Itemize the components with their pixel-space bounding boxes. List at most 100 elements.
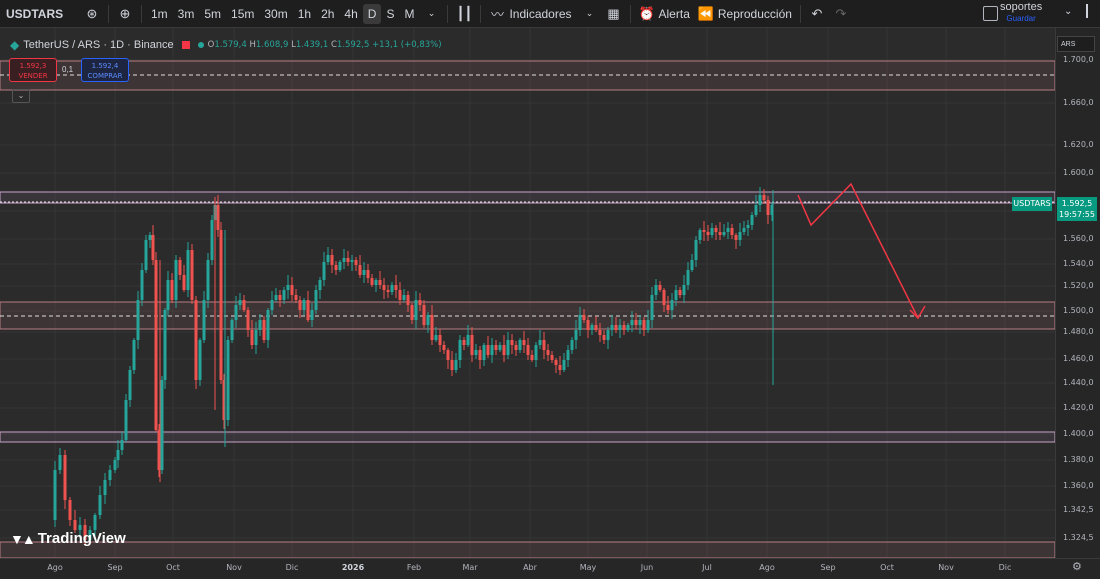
divider (480, 4, 482, 23)
replay-button[interactable]: ⏪ Reproducción (694, 0, 796, 27)
candle-body (670, 300, 674, 310)
timeframe-M[interactable]: M (404, 6, 415, 21)
candle-body (53, 470, 57, 520)
candle-body (274, 295, 278, 300)
rewind-icon: ⏪ (697, 5, 715, 21)
candle-body (370, 278, 374, 285)
buy-button[interactable]: 1.592,4 COMPRAR (81, 58, 129, 82)
candle-body (558, 365, 562, 370)
candle-body (314, 290, 318, 310)
timeframe-2h[interactable]: 2h (321, 6, 335, 21)
candle-body (666, 305, 670, 310)
candle-body (586, 320, 590, 330)
candle-body (250, 330, 254, 345)
candle-body (570, 340, 574, 350)
projection-line (797, 182, 919, 319)
candle-body (506, 340, 510, 355)
candle-body (430, 315, 434, 340)
candle-body (282, 290, 286, 300)
timeframe-S[interactable]: S (386, 6, 395, 21)
timeframe-1h[interactable]: 1h (297, 6, 312, 21)
price-tick-label: 1.480,0 (1063, 327, 1094, 336)
candle-body (198, 340, 202, 380)
chart-type-icon[interactable]: ┃┃ (456, 5, 473, 21)
add-symbol-icon[interactable]: ⊕ (119, 5, 131, 21)
current-price-tag: 1.592,5 19:57:55 (1057, 197, 1097, 221)
tradingview-logo[interactable]: ▼▲ TradingView (10, 530, 126, 547)
timeframe-4h[interactable]: 4h (344, 6, 358, 21)
candle-body (494, 345, 498, 350)
candle-body (402, 295, 406, 300)
collapse-legend-icon[interactable]: ⌄ (12, 89, 30, 103)
alert-button[interactable]: ⏰ Alerta (635, 0, 694, 27)
layout-dropdown-icon[interactable]: ⌄ (1064, 6, 1073, 17)
candle-body (202, 300, 206, 340)
candle-body (346, 258, 350, 262)
time-scale[interactable]: Ago Sep Oct Nov Dic 2026 Feb Mar Abr May Jun Jul Ago… (0, 558, 1100, 579)
candle-body (434, 335, 438, 340)
candle-body (422, 305, 426, 325)
time-tick-label: Sep (107, 563, 123, 572)
candle-body (690, 260, 694, 270)
time-tick-label: Nov (938, 563, 954, 572)
symbol-name: USDTARS (6, 6, 64, 21)
layout-checkbox[interactable] (983, 6, 998, 21)
candle-body (474, 350, 478, 355)
candle-body (614, 325, 618, 330)
current-price: 1.592,5 (1061, 199, 1093, 208)
price-tick-label: 1.540,0 (1063, 259, 1094, 268)
compare-icon[interactable]: ⊛ (86, 5, 98, 21)
price-tick-label: 1.420,0 (1063, 403, 1094, 412)
candle-body (566, 350, 570, 360)
templates-icon[interactable]: ▦ (607, 5, 620, 21)
candle-body (686, 270, 690, 285)
timeframe-5m[interactable]: 5m (204, 6, 222, 21)
menu-icon[interactable] (1086, 4, 1090, 18)
candle-body (414, 300, 418, 320)
chart-canvas[interactable] (0, 28, 1055, 558)
currency-selector[interactable]: ARS (1057, 36, 1095, 52)
candle-body (458, 340, 462, 360)
candle-body (390, 285, 394, 292)
indicators-button[interactable]: 〰 Indicadores ⌄ (485, 0, 601, 27)
candle-body (706, 232, 710, 235)
timeframe-1m[interactable]: 1m (151, 6, 168, 21)
candle-body (154, 260, 158, 430)
timeframe-15m[interactable]: 15m (231, 6, 255, 21)
candle-body (766, 200, 770, 215)
timeframe-D[interactable]: D (362, 3, 382, 24)
redo-icon[interactable]: ↷ (835, 5, 847, 21)
candle-body (594, 325, 598, 330)
timeframe-3m[interactable]: 3m (177, 6, 195, 21)
sell-button[interactable]: 1.592,3 VENDER (9, 58, 57, 82)
time-tick-label: Dic (285, 563, 299, 572)
candle-body (702, 230, 706, 232)
candle-body (770, 205, 774, 215)
candle-body (270, 300, 274, 310)
candle-body (618, 325, 622, 330)
candle-body (386, 290, 390, 292)
candle-body (166, 280, 170, 310)
candle-body (410, 305, 414, 320)
candle-body (602, 335, 606, 340)
time-tick-label: Sep (820, 563, 836, 572)
candle-body (466, 335, 470, 345)
current-symbol-tag: USDTARS (1012, 197, 1052, 211)
layout-selector[interactable]: soportes Guardar (1000, 2, 1042, 24)
candle-body (182, 275, 186, 290)
price-tick-label: 1.360,0 (1063, 481, 1094, 490)
candle-body (210, 220, 214, 260)
settings-gear-icon[interactable]: ⚙ (1072, 561, 1082, 573)
candle-body (298, 300, 302, 310)
candle-body (98, 495, 102, 515)
chart-pane[interactable] (0, 28, 1055, 558)
undo-icon[interactable]: ↶ (811, 5, 823, 21)
timeframe-dropdown-icon[interactable]: ⌄ (427, 8, 436, 18)
candle-body (334, 265, 338, 270)
flag-icon[interactable] (181, 41, 190, 49)
candle-body (63, 455, 67, 500)
timeframe-30m[interactable]: 30m (264, 6, 288, 21)
symbol-search[interactable]: USDTARS (0, 0, 80, 27)
candle-body (642, 320, 646, 330)
price-scale[interactable]: 1.700,01.660,01.620,01.600,01.580,01.560… (1055, 28, 1100, 558)
